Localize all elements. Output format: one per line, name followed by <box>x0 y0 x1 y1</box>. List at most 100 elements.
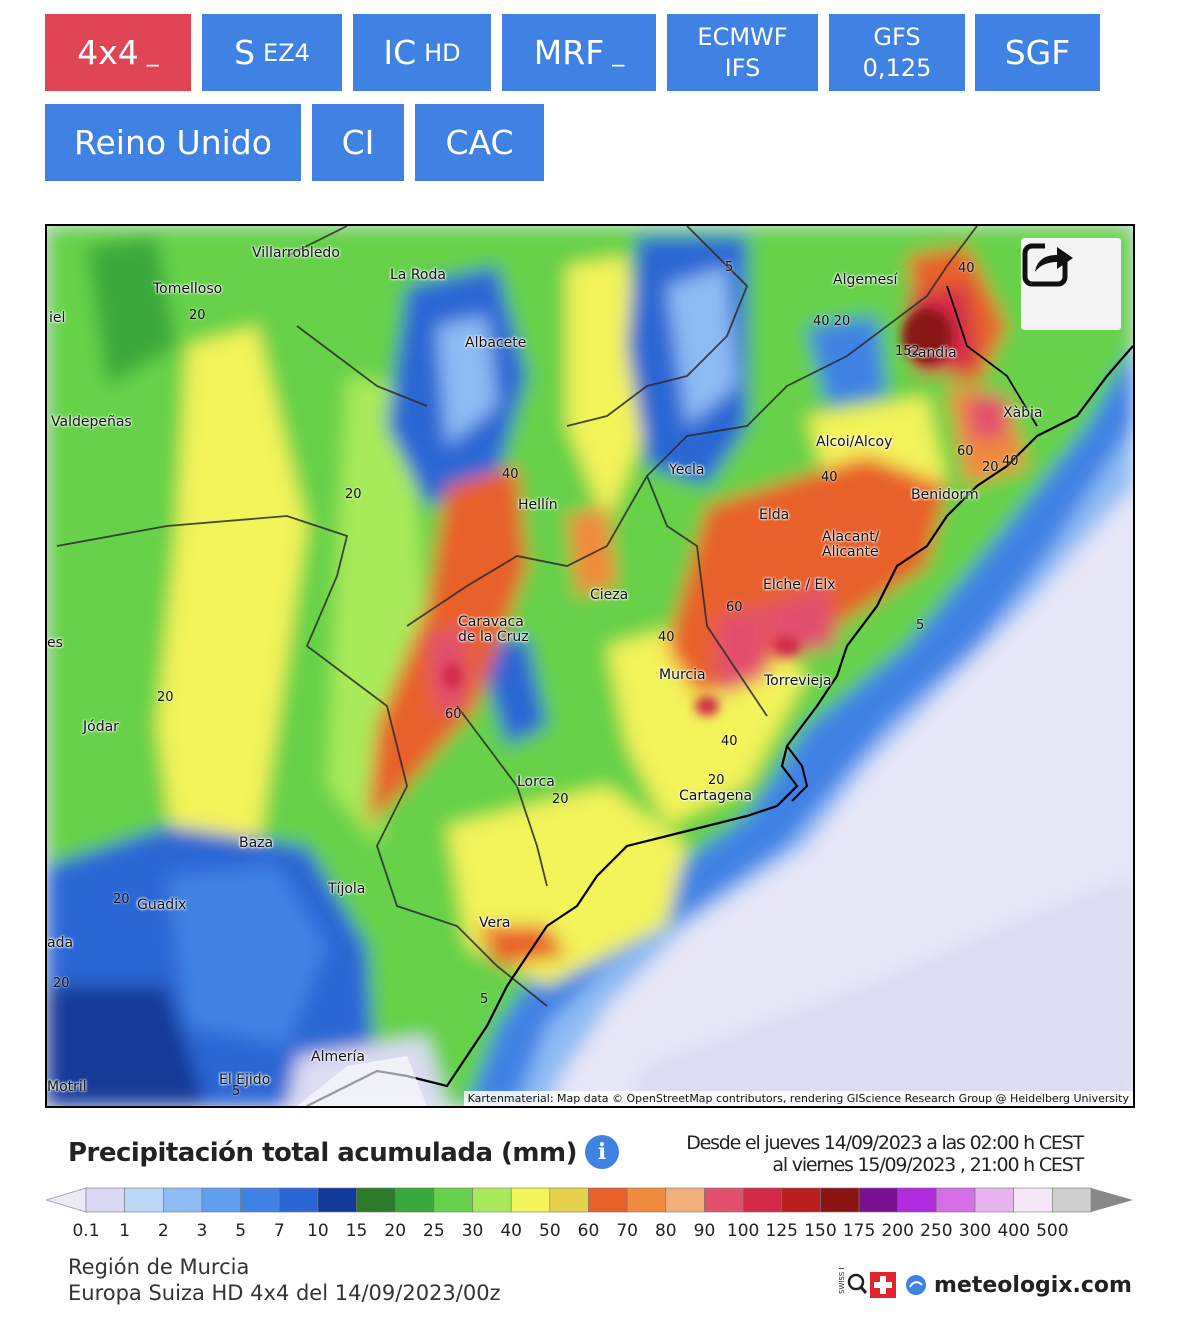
city-label: Jódar <box>83 719 119 735</box>
scale-cell <box>317 1187 357 1213</box>
scale-cell <box>356 1187 396 1213</box>
scale-tick-label: 50 <box>539 1221 561 1241</box>
scale-tick-label: 250 <box>920 1221 953 1241</box>
forecast-period: Desde el jueves 14/09/2023 a las 02:00 h… <box>686 1132 1084 1176</box>
scale-cell <box>626 1187 667 1213</box>
scale-tick-label: 15 <box>345 1221 368 1241</box>
contour-label: 5 <box>480 992 489 1007</box>
tab-reino-unido[interactable]: Reino Unido <box>45 104 301 181</box>
tab-4x4[interactable]: 4x4 _ <box>45 14 191 91</box>
scale-cell <box>510 1187 551 1213</box>
scale-tick-label: 80 <box>654 1221 677 1241</box>
scale-tick-label: 175 <box>842 1221 876 1241</box>
brand-name: meteologix.com <box>934 1272 1132 1298</box>
city-label: Alcoi/Alcoy <box>816 434 893 450</box>
tab-gfs-line2: 0,125 <box>862 53 932 82</box>
city-label: Baza <box>239 835 274 851</box>
scale-tick-label: 60 <box>577 1221 600 1241</box>
tab-s-ez4-sub: EZ4 <box>263 38 310 67</box>
contour-label: 20 <box>113 892 130 907</box>
scale-cell <box>665 1187 705 1213</box>
tab-mrf-sub: _ <box>612 38 625 67</box>
contour-label: 40 <box>721 734 738 749</box>
info-icon[interactable]: i <box>585 1135 619 1169</box>
contour-label: 5 <box>725 260 734 275</box>
contour-label: 60 <box>957 444 974 459</box>
tab-4x4-label: 4x4 <box>77 33 139 72</box>
contour-label: 40 <box>958 261 975 276</box>
region-info: Región de Murcia Europa Suiza HD 4x4 del… <box>68 1254 501 1306</box>
tab-ecmwf-ifs[interactable]: ECMWF IFS <box>667 14 818 91</box>
tab-ci-label: CI <box>341 123 375 162</box>
scale-cell <box>858 1187 899 1213</box>
tab-reino-unido-label: Reino Unido <box>74 123 272 162</box>
tab-s-ez4[interactable]: S EZ4 <box>202 14 342 91</box>
scale-tick-label: 70 <box>616 1221 638 1241</box>
share-button[interactable] <box>1021 238 1121 330</box>
city-label: ada <box>47 935 74 951</box>
city-label: Albacete <box>465 335 527 351</box>
scale-cell <box>781 1187 821 1213</box>
contour-label: 40 <box>821 470 838 485</box>
city-label: Vera <box>479 915 511 931</box>
city-label: Lorca <box>517 774 555 790</box>
meteologix-globe-icon <box>906 1275 926 1295</box>
city-label: Cartagena <box>679 788 753 804</box>
tab-sgf[interactable]: SGF <box>975 14 1100 91</box>
scale-cell <box>433 1187 473 1213</box>
tab-cac[interactable]: CAC <box>415 104 544 181</box>
scale-tick-label: 10 <box>307 1221 329 1241</box>
tab-sgf-label: SGF <box>1004 33 1071 72</box>
swiss-hd-logo: SWISS HD <box>838 1268 896 1298</box>
tab-mrf-label: MRF <box>533 33 605 72</box>
brand-logo[interactable]: SWISS HD meteologix.com <box>828 1268 1132 1302</box>
city-label: Torrevieja <box>764 673 832 689</box>
city-label: Murcia <box>659 667 706 683</box>
city-label: Valdepeñas <box>51 414 132 430</box>
scale-tick-label: 300 <box>958 1221 992 1241</box>
contour-label: 20 <box>345 487 362 502</box>
city-label: Caravaca de la Cruz <box>458 614 529 645</box>
scale-cell <box>742 1187 783 1213</box>
tab-cac-label: CAC <box>445 123 514 162</box>
contour-label: 20 <box>157 690 174 705</box>
precipitation-map[interactable]: Villarrobledo La Roda Tomelloso Albacete… <box>45 224 1135 1108</box>
scale-tick-label: 200 <box>881 1221 914 1241</box>
map-attribution: Kartenmaterial: Map data © OpenStreetMap… <box>463 1091 1133 1106</box>
city-label: Hellín <box>518 497 558 513</box>
scale-cell <box>124 1187 164 1213</box>
contour-label: 20 <box>552 792 569 807</box>
scale-tick-label: 7 <box>273 1221 285 1241</box>
scale-tick-label: 40 <box>500 1221 523 1241</box>
model-run: Europa Suiza HD 4x4 del 14/09/2023/00z <box>68 1281 501 1305</box>
contour-label: 20 <box>189 308 206 323</box>
scale-tick-label: 90 <box>693 1221 716 1241</box>
city-label: Yecla <box>669 462 705 478</box>
city-label: Xàbia <box>1003 405 1043 421</box>
city-label: El Ejido <box>219 1072 271 1088</box>
scale-cell <box>85 1187 125 1213</box>
contour-label: 40 <box>1002 454 1019 469</box>
tab-ci[interactable]: CI <box>312 104 404 181</box>
scale-tick-label: 2 <box>157 1221 169 1241</box>
scale-tick-label: 1 <box>119 1221 131 1241</box>
contour-label: 60 <box>445 707 462 722</box>
scale-cell <box>936 1187 976 1213</box>
city-label: Motril <box>47 1079 87 1095</box>
city-label: Elda <box>759 507 790 523</box>
contour-label: 20 <box>53 976 70 991</box>
city-label: Gandia <box>907 345 957 361</box>
color-scale-bar <box>46 1187 1133 1213</box>
tab-gfs-0125[interactable]: GFS 0,125 <box>829 14 965 91</box>
scale-cell <box>394 1187 435 1213</box>
period-line-1: Desde el jueves 14/09/2023 a las 02:00 h… <box>686 1132 1084 1154</box>
contour-label: 20 <box>982 460 999 475</box>
scale-tick-label: 3 <box>196 1221 208 1241</box>
tab-ic-hd-label: IC <box>383 33 417 72</box>
scale-tick-label: 400 <box>997 1221 1030 1241</box>
tab-ecmwf-line2: IFS <box>724 53 761 82</box>
tab-ic-hd[interactable]: IC HD <box>353 14 491 91</box>
scale-cell <box>278 1187 319 1213</box>
tab-mrf[interactable]: MRF _ <box>502 14 656 91</box>
scale-cell <box>974 1187 1014 1213</box>
